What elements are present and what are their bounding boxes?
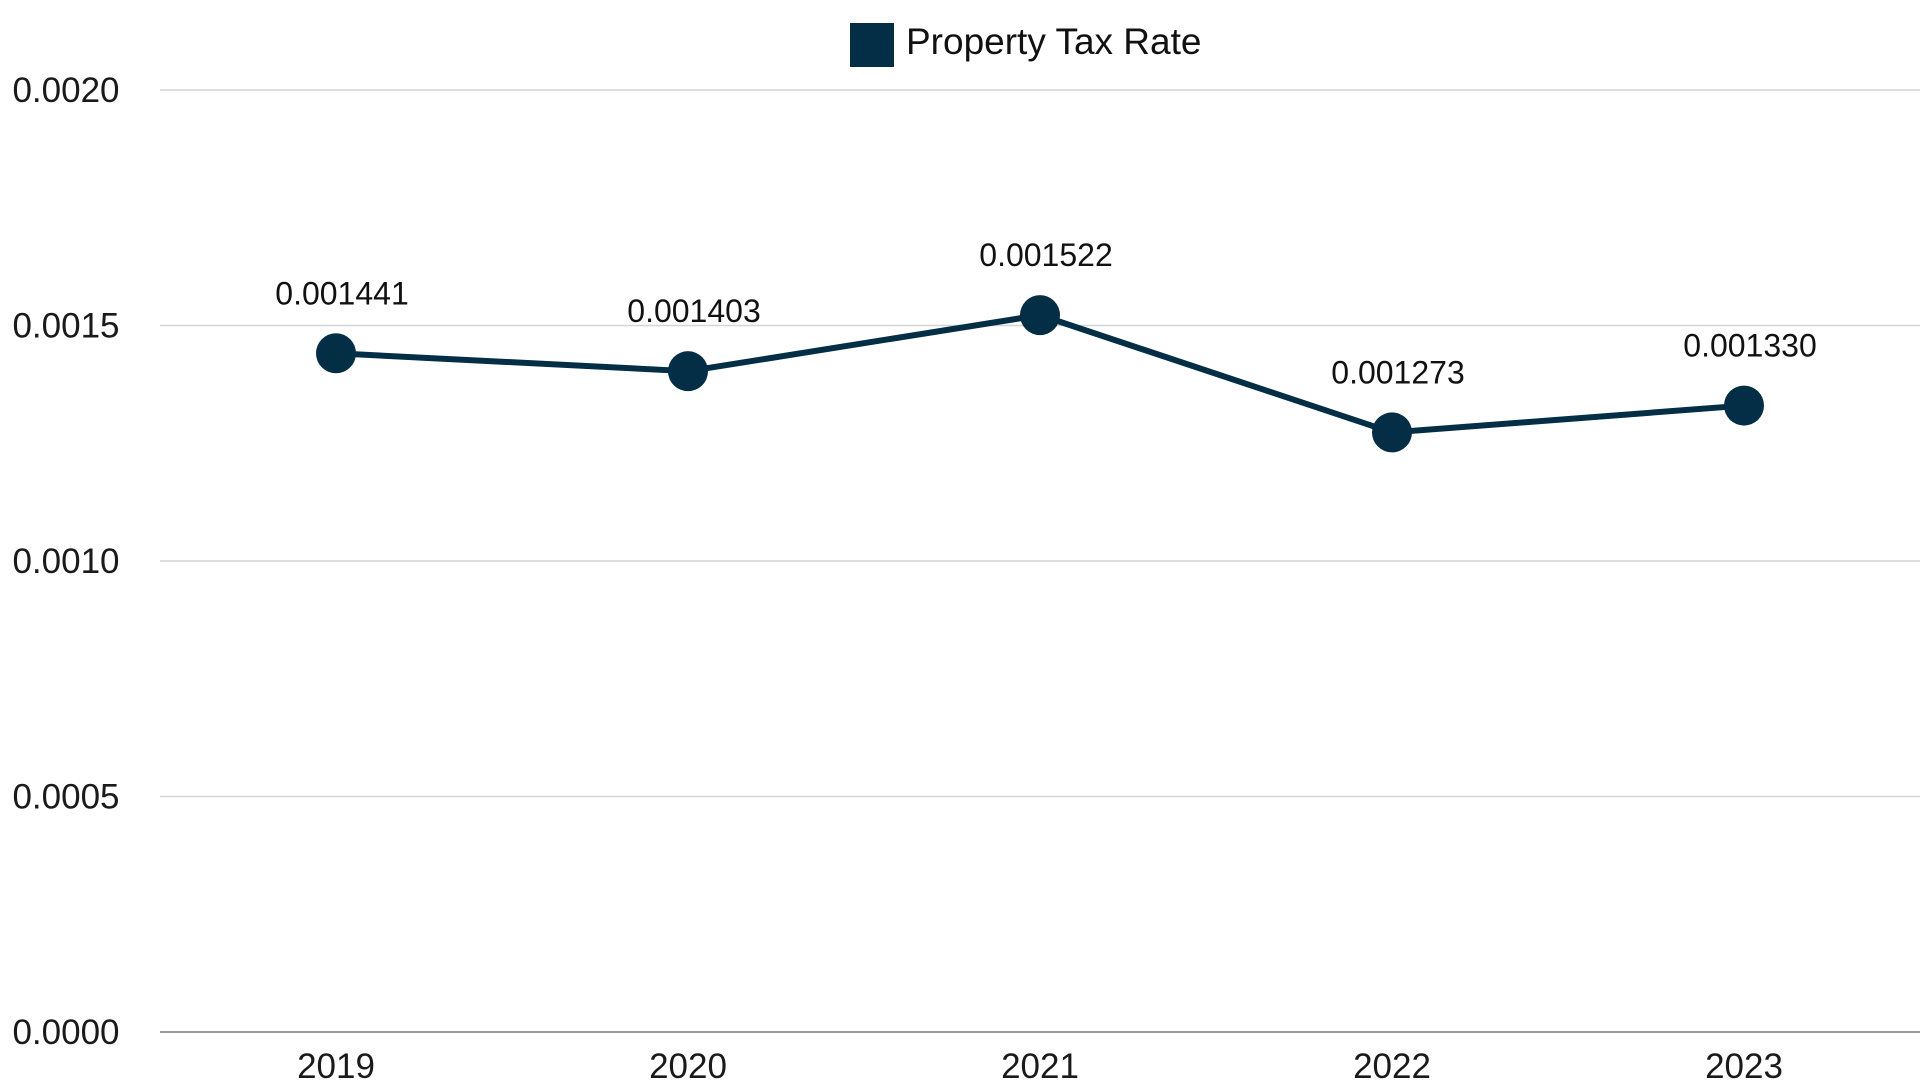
y-tick-label: 0.0000 — [12, 1013, 119, 1052]
x-tick-label: 2020 — [649, 1047, 727, 1080]
legend-swatch — [850, 23, 894, 67]
x-axis: 2019 2020 2021 2022 2023 — [297, 1047, 1783, 1080]
y-tick-label: 0.0010 — [12, 542, 119, 581]
legend: Property Tax Rate — [850, 21, 1201, 67]
data-label: 0.001522 — [979, 237, 1112, 273]
data-label: 0.001441 — [275, 275, 408, 311]
data-point — [668, 351, 708, 392]
data-labels: 0.001441 0.001403 0.001522 0.001273 0.001330 — [275, 237, 1816, 390]
data-label: 0.001273 — [1331, 354, 1464, 390]
data-point — [1724, 385, 1764, 426]
y-tick-label: 0.0015 — [12, 307, 119, 346]
x-tick-label: 2023 — [1705, 1047, 1783, 1080]
data-label: 0.001330 — [1683, 328, 1816, 364]
legend-label: Property Tax Rate — [906, 21, 1201, 62]
x-tick-label: 2022 — [1353, 1047, 1431, 1080]
y-tick-label: 0.0005 — [12, 778, 119, 817]
x-tick-label: 2021 — [1001, 1047, 1079, 1080]
data-label: 0.001403 — [627, 293, 760, 329]
series — [316, 295, 1764, 453]
data-point — [1372, 412, 1412, 453]
gridlines — [160, 89, 1920, 1033]
y-axis: 0.0000 0.0005 0.0010 0.0015 0.0020 — [12, 71, 119, 1052]
data-point — [316, 333, 356, 374]
x-tick-label: 2019 — [297, 1047, 375, 1080]
data-point — [1020, 295, 1060, 336]
y-tick-label: 0.0020 — [12, 71, 119, 110]
